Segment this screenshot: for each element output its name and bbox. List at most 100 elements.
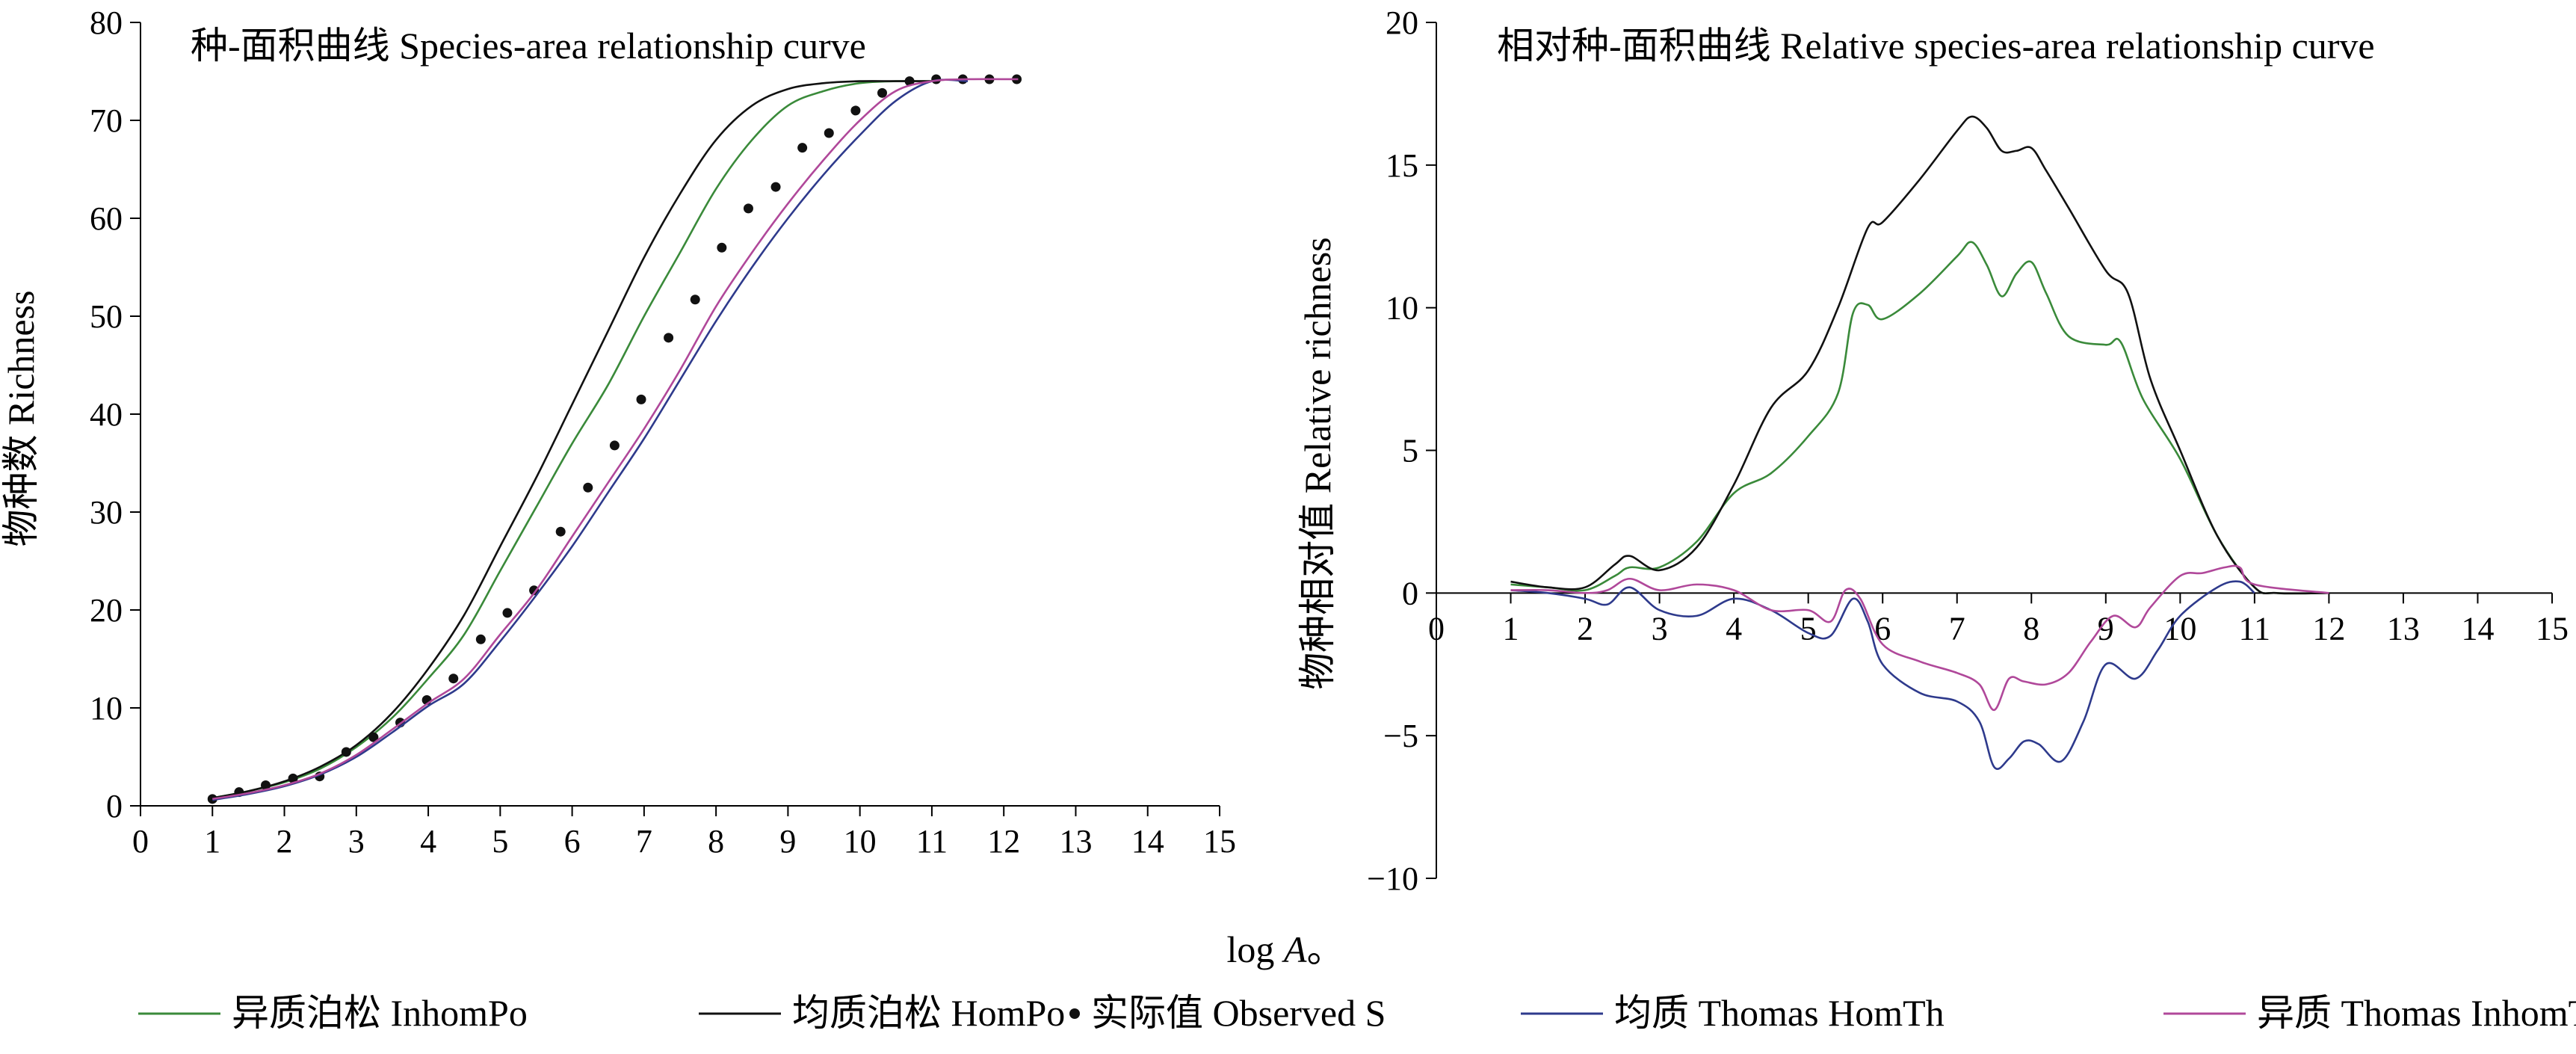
- left-x-tick-label: 12: [987, 823, 1020, 860]
- left-x-tick-label: 3: [348, 823, 365, 860]
- left-x-tick-label: 7: [636, 823, 652, 860]
- legend-label: 均质泊松 HomPo: [792, 992, 1065, 1034]
- right-chart-title: 相对种-面积曲线 Relative species-area relations…: [1497, 25, 2375, 67]
- right-x-tick-label: 13: [2387, 610, 2420, 647]
- right-series-thomas-inhomth: [1510, 564, 2329, 712]
- observed-point: [448, 674, 459, 684]
- legend: 异质泊松 InhomPo 均质泊松 HomPo 实际值 Observed S 均质 T…: [138, 992, 2576, 1034]
- observed-point: [636, 394, 646, 404]
- right-y-tick-label: 20: [1386, 4, 1418, 41]
- right-y-tick-label: 10: [1386, 290, 1418, 327]
- right-series-hompo: [1510, 115, 2329, 595]
- legend-item-observed-s: 实际值 Observed S: [1069, 992, 1386, 1034]
- left-series-thomas-inhomth: [212, 78, 1019, 801]
- left-series-thomas-homth: [212, 78, 969, 801]
- right-y-tick-label: −10: [1367, 860, 1418, 897]
- observed-point: [824, 128, 834, 138]
- left-x-tick-label: 5: [492, 823, 508, 860]
- observed-point: [529, 585, 540, 596]
- left-x-tick-label: 1: [204, 823, 220, 860]
- left-x-tick-label: 0: [132, 823, 149, 860]
- left-y-tick-label: 0: [106, 788, 123, 825]
- left-x-tick-label: 13: [1059, 823, 1092, 860]
- observed-point: [288, 773, 298, 783]
- observed-point: [877, 87, 888, 98]
- legend-item-thomas-inhomth: 异质 Thomas InhomTh: [2163, 992, 2576, 1034]
- left-series-inhompo: [212, 80, 932, 799]
- legend-item-hompo: 均质泊松 HomPo: [699, 992, 1065, 1034]
- species-area-panel: 种-面积曲线 Species-area relationship curve 物种…: [0, 4, 1236, 860]
- observed-point: [555, 526, 566, 537]
- observed-point: [502, 608, 513, 618]
- x-axis-title-var: A: [1282, 928, 1307, 970]
- legend-label: 异质 Thomas InhomTh: [2257, 992, 2576, 1034]
- observed-point: [664, 333, 674, 343]
- legend-item-thomas-homth: 均质 Thomas HomTh: [1521, 992, 1945, 1034]
- right-x-tick-label: 1: [1503, 610, 1519, 647]
- observed-point: [690, 295, 700, 305]
- left-x-tick-label: 15: [1203, 823, 1236, 860]
- right-x-tick-label: 0: [1428, 610, 1445, 647]
- right-x-tick-label: 15: [2536, 610, 2569, 647]
- right-x-tick-label: 12: [2312, 610, 2345, 647]
- left-x-tick-label: 14: [1131, 823, 1164, 860]
- right-x-tick-label: 14: [2461, 610, 2494, 647]
- right-series-inhompo: [1510, 241, 2329, 595]
- right-x-tick-label: 11: [2239, 610, 2270, 647]
- legend-label: 实际值 Observed S: [1091, 992, 1386, 1034]
- left-y-axis-title: 物种数 Richness: [0, 290, 42, 546]
- observed-point: [904, 76, 915, 87]
- right-y-tick-label: −5: [1383, 718, 1418, 754]
- right-y-tick-label: 0: [1402, 575, 1418, 611]
- observed-point: [797, 143, 808, 153]
- right-y-tick-label: 5: [1402, 433, 1418, 469]
- left-y-tick-label: 40: [90, 396, 123, 433]
- observed-point: [341, 747, 351, 757]
- right-y-axis-title: 物种相对值 Relative richness: [1297, 237, 1338, 689]
- left-x-tick-label: 6: [564, 823, 581, 860]
- legend-item-inhompo: 异质泊松 InhomPo: [138, 992, 528, 1034]
- right-x-tick-label: 7: [1949, 610, 1965, 647]
- left-x-tick-label: 11: [916, 823, 948, 860]
- right-y-tick-label: 15: [1386, 147, 1418, 184]
- right-x-tick-label: 9: [2098, 610, 2114, 647]
- left-x-tick-label: 10: [844, 823, 877, 860]
- legend-dot-marker: [1069, 1008, 1080, 1019]
- left-y-tick-label: 20: [90, 592, 123, 629]
- x-axis-title-prefix: log: [1227, 928, 1284, 970]
- observed-point: [743, 203, 753, 214]
- left-y-tick-label: 70: [90, 102, 123, 139]
- observed-point: [770, 182, 781, 192]
- left-x-tick-label: 2: [277, 823, 293, 860]
- relative-species-area-panel: 相对种-面积曲线 Relative species-area relations…: [1297, 4, 2569, 897]
- left-y-tick-label: 10: [90, 690, 123, 727]
- right-x-tick-label: 4: [1726, 610, 1742, 647]
- observed-point: [261, 780, 271, 790]
- left-y-tick-label: 50: [90, 298, 123, 335]
- left-x-tick-label: 9: [779, 823, 796, 860]
- observed-point: [609, 440, 620, 451]
- observed-point: [475, 634, 486, 644]
- right-x-tick-label: 5: [1800, 610, 1817, 647]
- left-y-tick-label: 60: [90, 200, 123, 237]
- x-axis-title: log A。: [1227, 928, 1344, 970]
- left-series-hompo: [212, 80, 932, 799]
- right-x-tick-label: 3: [1652, 610, 1668, 647]
- observed-point: [850, 105, 861, 116]
- x-axis-title-suffix: 。: [1306, 928, 1344, 970]
- left-x-tick-label: 4: [420, 823, 436, 860]
- legend-label: 均质 Thomas HomTh: [1614, 992, 1945, 1034]
- observed-point: [583, 482, 593, 493]
- left-x-tick-label: 8: [708, 823, 724, 860]
- left-series-observed-s: [207, 74, 1022, 804]
- legend-label: 异质泊松 InhomPo: [232, 992, 528, 1034]
- right-x-tick-label: 6: [1874, 610, 1891, 647]
- right-x-tick-label: 2: [1577, 610, 1593, 647]
- observed-point: [717, 242, 727, 253]
- left-chart-title: 种-面积曲线 Species-area relationship curve: [191, 25, 866, 67]
- observed-point: [368, 732, 379, 742]
- right-series-thomas-homth: [1510, 580, 2255, 770]
- left-y-tick-label: 30: [90, 494, 123, 531]
- right-x-tick-label: 8: [2023, 610, 2039, 647]
